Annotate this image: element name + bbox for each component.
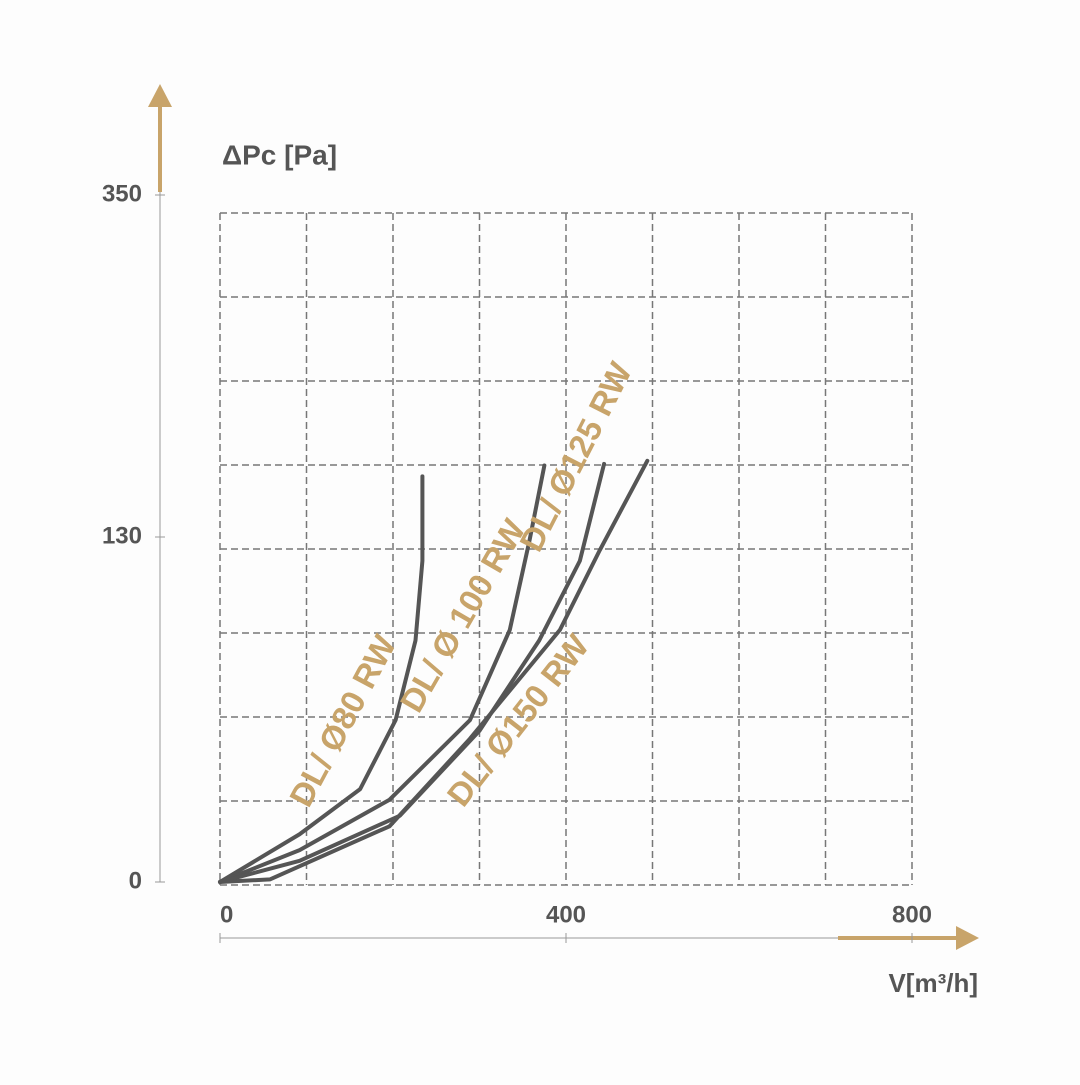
curve: [218, 461, 607, 884]
y-axis-title: ΔPc [Pa]: [222, 139, 337, 170]
x-tick-label: 400: [546, 901, 586, 928]
curve: [218, 474, 425, 884]
curve: [218, 463, 547, 884]
x-axis-title: V[m³/h]: [888, 968, 978, 998]
y-arrow-head: [148, 84, 172, 107]
x-tick-label: 800: [892, 901, 932, 928]
grid-pattern: [219, 212, 913, 886]
curve: [218, 458, 650, 884]
y-tick-label: 0: [129, 867, 142, 894]
x-tick-label: 0: [220, 901, 233, 928]
x-arrow-head: [956, 926, 979, 950]
y-tick-label: 130: [102, 522, 142, 549]
y-tick-label: 350: [102, 180, 142, 207]
